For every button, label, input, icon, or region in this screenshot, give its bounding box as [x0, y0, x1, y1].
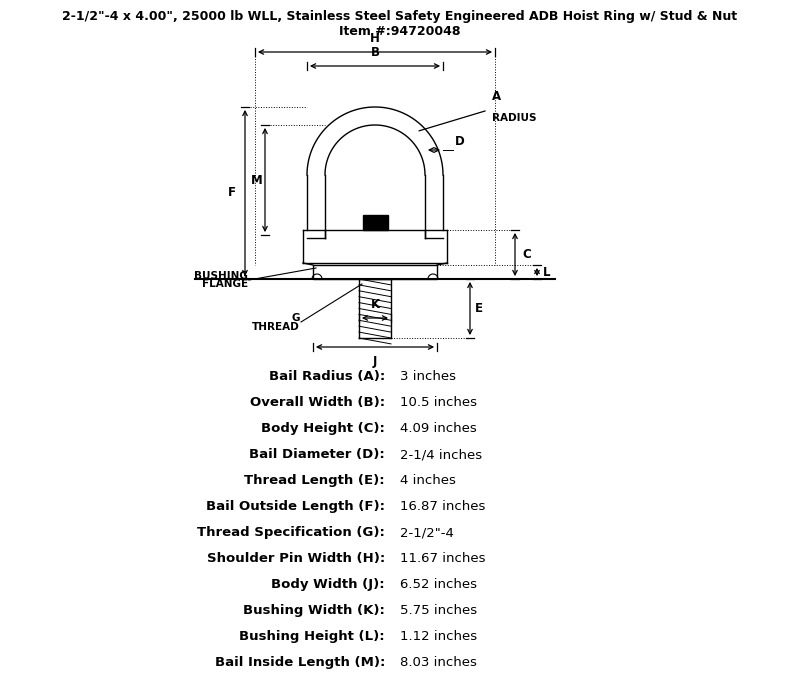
Text: Shoulder Pin Width (H):: Shoulder Pin Width (H): [206, 552, 385, 565]
Text: L: L [543, 265, 550, 278]
Text: J: J [373, 355, 377, 368]
Text: 16.87 inches: 16.87 inches [400, 500, 486, 513]
Text: F: F [228, 187, 236, 200]
Text: Item #:94720048: Item #:94720048 [339, 25, 461, 38]
Text: RADIUS: RADIUS [492, 113, 537, 123]
Text: 6.52 inches: 6.52 inches [400, 578, 477, 591]
Text: Bushing Width (K):: Bushing Width (K): [243, 604, 385, 617]
Text: 11.67 inches: 11.67 inches [400, 552, 486, 565]
Text: Bail Outside Length (F):: Bail Outside Length (F): [206, 500, 385, 513]
Text: Overall Width (B):: Overall Width (B): [250, 396, 385, 409]
Text: C: C [522, 248, 530, 261]
Text: 2-1/4 inches: 2-1/4 inches [400, 448, 482, 461]
Bar [313, 265, 437, 279]
Text: 4.09 inches: 4.09 inches [400, 422, 477, 435]
Text: Bail Diameter (D):: Bail Diameter (D): [250, 448, 385, 461]
Text: 5.75 inches: 5.75 inches [400, 604, 477, 617]
Text: Bail Radius (A):: Bail Radius (A): [269, 370, 385, 383]
Text: FLANGE: FLANGE [202, 279, 248, 289]
Text: D: D [455, 135, 465, 148]
Text: E: E [475, 302, 483, 315]
Text: 4 inches: 4 inches [400, 474, 456, 487]
Text: M: M [251, 174, 263, 187]
Text: Bushing Height (L):: Bushing Height (L): [239, 630, 385, 643]
Text: K: K [370, 298, 379, 311]
Text: 8.03 inches: 8.03 inches [400, 656, 477, 669]
Text: Thread Length (E):: Thread Length (E): [244, 474, 385, 487]
Text: 10.5 inches: 10.5 inches [400, 396, 477, 409]
Text: 2-1/2"-4: 2-1/2"-4 [400, 526, 454, 539]
Text: Bail Inside Length (M):: Bail Inside Length (M): [214, 656, 385, 669]
Text: B: B [370, 46, 379, 59]
Text: H: H [370, 32, 380, 45]
Text: THREAD: THREAD [252, 322, 300, 332]
Bar [362, 215, 387, 230]
Text: G: G [291, 313, 300, 323]
Text: A: A [492, 90, 501, 103]
Text: 2-1/2"-4 x 4.00", 25000 lb WLL, Stainless Steel Safety Engineered ADB Hoist Ring: 2-1/2"-4 x 4.00", 25000 lb WLL, Stainles… [62, 10, 738, 23]
Text: 1.12 inches: 1.12 inches [400, 630, 477, 643]
Text: Thread Specification (G):: Thread Specification (G): [197, 526, 385, 539]
Text: BUSHING: BUSHING [194, 271, 248, 281]
Text: Body Width (J):: Body Width (J): [271, 578, 385, 591]
Text: Body Height (C):: Body Height (C): [261, 422, 385, 435]
Text: 3 inches: 3 inches [400, 370, 456, 383]
